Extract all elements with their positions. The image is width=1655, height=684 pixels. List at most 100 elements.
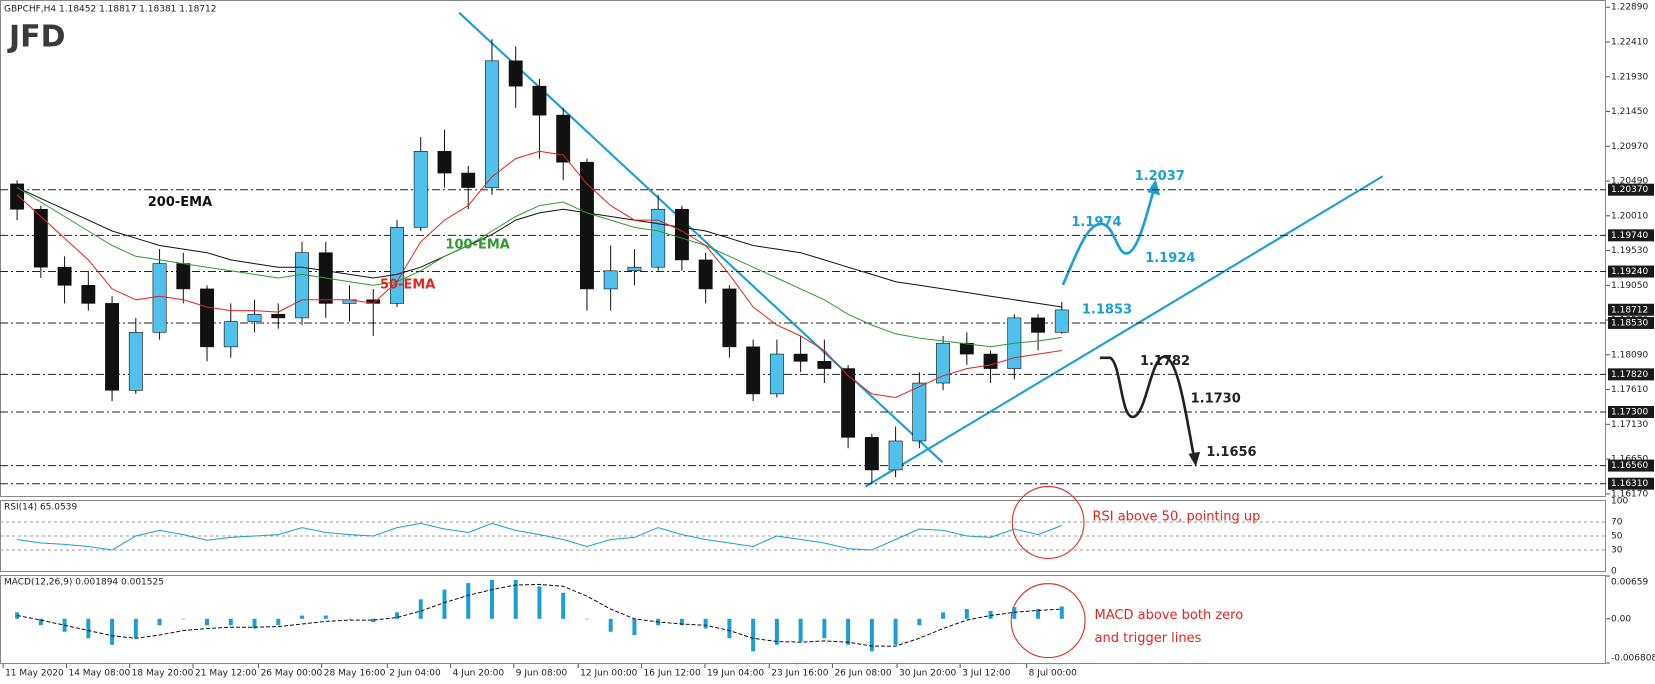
ema-label: 50-EMA (380, 277, 435, 292)
level-label: 1.19740 (1611, 231, 1648, 241)
x-tick-label: 26 May 00:00 (261, 669, 323, 679)
candle-body (674, 208, 689, 261)
level-annotation: 1.1730 (1191, 392, 1241, 407)
macd-bar (442, 589, 447, 619)
candle-body (746, 346, 761, 395)
x-tick-label: 8 Jul 00:00 (1029, 669, 1078, 679)
macd-bar (300, 615, 305, 619)
macd-title: MACD(12,26,9) 0.001894 0.001525 (4, 578, 164, 588)
y-tick-label: 1.16170 (1611, 489, 1648, 499)
macd-bar (988, 611, 993, 619)
candle-body (912, 382, 927, 442)
macd-bar (751, 618, 756, 652)
macd-bar (489, 579, 494, 619)
macd-bar (869, 618, 874, 652)
macd-bar (466, 583, 471, 619)
candle-body (247, 313, 262, 322)
y-tick-label: 0 (1611, 567, 1617, 577)
candle-body (793, 353, 808, 362)
macd-bar (133, 618, 138, 639)
arrow-head (1147, 179, 1160, 196)
y-tick-label: 1.19530 (1611, 246, 1648, 256)
macd-bar (181, 618, 186, 620)
x-tick-label: 23 Jun 16:00 (771, 669, 828, 679)
candle-body (152, 263, 167, 333)
rsi-note: RSI above 50, pointing up (1092, 510, 1260, 525)
level-box (1608, 368, 1654, 381)
macd-bar (846, 618, 851, 645)
rsi-line (17, 522, 1062, 551)
macd-bar (608, 618, 613, 632)
candle-body (983, 353, 998, 369)
level-annotation: 1.1974 (1071, 215, 1121, 230)
macd-bar (323, 615, 328, 619)
symbol-header: GBPCHF,H4 1.18452 1.18817 1.18381 1.1871… (4, 5, 216, 15)
candle-body (888, 440, 903, 471)
arrow-head (1188, 451, 1201, 467)
candle-body (651, 208, 666, 268)
x-tick-label: 3 Jul 12:00 (962, 669, 1011, 679)
y-tick-label: 1.21930 (1611, 72, 1648, 82)
y-tick-label: 1.18090 (1611, 350, 1648, 360)
macd-bar (205, 618, 210, 626)
level-box (1608, 265, 1654, 278)
candle-body (627, 266, 642, 272)
macd-bar (38, 618, 43, 626)
macd-bar (347, 618, 352, 620)
y-tick-label: 100 (1611, 497, 1628, 507)
level-label: 1.17820 (1611, 370, 1648, 380)
macd-bar (584, 618, 589, 620)
macd-bar (893, 618, 898, 645)
x-tick-label: 9 Jun 08:00 (516, 669, 568, 679)
macd-bar (228, 618, 233, 626)
y-tick-label: 1.21450 (1611, 107, 1648, 117)
macd-bar (157, 618, 162, 626)
macd-note: and trigger lines (1095, 631, 1202, 646)
y-tick-label: 70 (1611, 518, 1623, 528)
candle-body (698, 259, 713, 290)
candle-body (841, 368, 856, 438)
y-tick-label: 1.20490 (1611, 177, 1648, 187)
ema-line (16, 150, 1062, 399)
candle-body (1031, 317, 1046, 333)
y-tick-label: 1.16650 (1611, 455, 1648, 465)
macd-bar (276, 618, 281, 626)
candle-body (33, 208, 48, 268)
level-box (1608, 406, 1654, 419)
macd-signal (17, 583, 1062, 647)
x-tick-label: 21 May 12:00 (195, 669, 257, 679)
logo: JFD (7, 20, 66, 55)
macd-bar (252, 618, 257, 629)
macd-bar (418, 599, 423, 619)
candle-body (532, 85, 547, 116)
bullish-path (1061, 189, 1155, 286)
candle-body (508, 60, 523, 87)
y-tick-label: -0.006808 (1611, 654, 1655, 664)
rsi-title: RSI(14) 65.0539 (4, 503, 77, 513)
y-tick-label: 0.00 (1611, 614, 1631, 624)
candle-body (413, 151, 428, 228)
candle-body (817, 361, 832, 369)
level-annotation: 1.1782 (1140, 354, 1190, 369)
candle-body (864, 437, 879, 471)
macd-bar (798, 618, 803, 642)
x-tick-label: 19 Jun 04:00 (707, 669, 764, 679)
macd-bar (679, 618, 684, 626)
candle-body (556, 114, 571, 163)
macd-bar (822, 618, 827, 639)
candle-body (176, 263, 191, 290)
candle-body (223, 321, 238, 348)
candle-body (603, 270, 618, 290)
x-tick-label: 30 Jun 20:00 (899, 669, 956, 679)
price-panel (0, 0, 1606, 497)
ema-line (16, 187, 1062, 348)
level-label: 1.19240 (1611, 267, 1648, 277)
candle-body (271, 313, 286, 319)
candle-body (81, 284, 96, 304)
candle-body (959, 342, 974, 355)
level-box (1608, 316, 1654, 329)
x-tick-label: 11 May 2020 (5, 669, 64, 679)
x-tick-label: 14 May 08:00 (68, 669, 130, 679)
macd-bar (727, 618, 732, 639)
macd-bar (537, 586, 542, 619)
